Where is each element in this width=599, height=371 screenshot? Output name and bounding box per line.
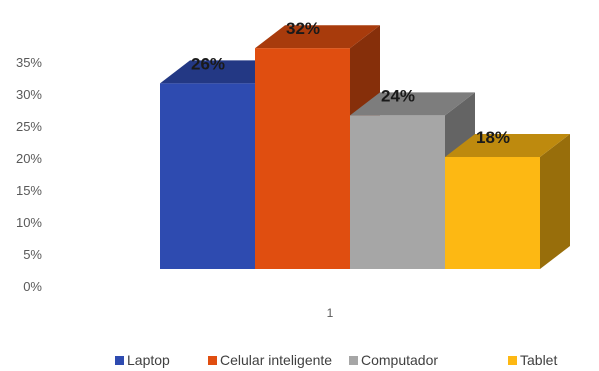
legend-label: Celular inteligente [220, 352, 332, 368]
y-tick-label: 10% [16, 215, 42, 230]
x-category-label: 1 [327, 306, 334, 320]
data-label: 24% [381, 86, 415, 105]
y-axis: 0% 5% 10% 15% 20% 25% 30% 35% [16, 55, 42, 294]
legend-label: Computador [361, 352, 438, 368]
y-tick-label: 35% [16, 55, 42, 70]
legend-swatch [208, 356, 217, 365]
legend-item: Computador [349, 352, 438, 368]
y-tick-label: 5% [23, 247, 42, 262]
bar-tablet [445, 134, 570, 269]
legend-label: Laptop [127, 352, 170, 368]
bar-front-face [350, 115, 445, 270]
x-axis: 1 [327, 306, 334, 320]
legend: Laptop Celular inteligente Computador Table… [115, 352, 557, 368]
legend-swatch [508, 356, 517, 365]
legend-item: Celular inteligente [208, 352, 332, 368]
bar-top-face [160, 60, 285, 84]
y-tick-label: 30% [16, 87, 42, 102]
bar-top-face [350, 92, 475, 116]
legend-label: Tablet [520, 352, 557, 368]
y-tick-label: 20% [16, 151, 42, 166]
y-tick-label: 0% [23, 279, 42, 294]
legend-swatch [115, 356, 124, 365]
data-label: 26% [191, 54, 225, 73]
bar-front-face [255, 48, 350, 270]
bar-front-face [445, 157, 540, 269]
bar-side-face [540, 134, 570, 269]
bar-front-face [160, 83, 255, 270]
data-label: 18% [476, 128, 510, 147]
bar-top-face [445, 134, 570, 157]
legend-swatch [349, 356, 358, 365]
y-tick-label: 15% [16, 183, 42, 198]
legend-item: Laptop [115, 352, 170, 368]
legend-item: Tablet [508, 352, 557, 368]
data-labels: 26% 32% 24% 18% [191, 19, 510, 147]
y-tick-label: 25% [16, 119, 42, 134]
bar-top-face [255, 25, 380, 49]
data-label: 32% [286, 19, 320, 38]
bars [160, 25, 570, 270]
